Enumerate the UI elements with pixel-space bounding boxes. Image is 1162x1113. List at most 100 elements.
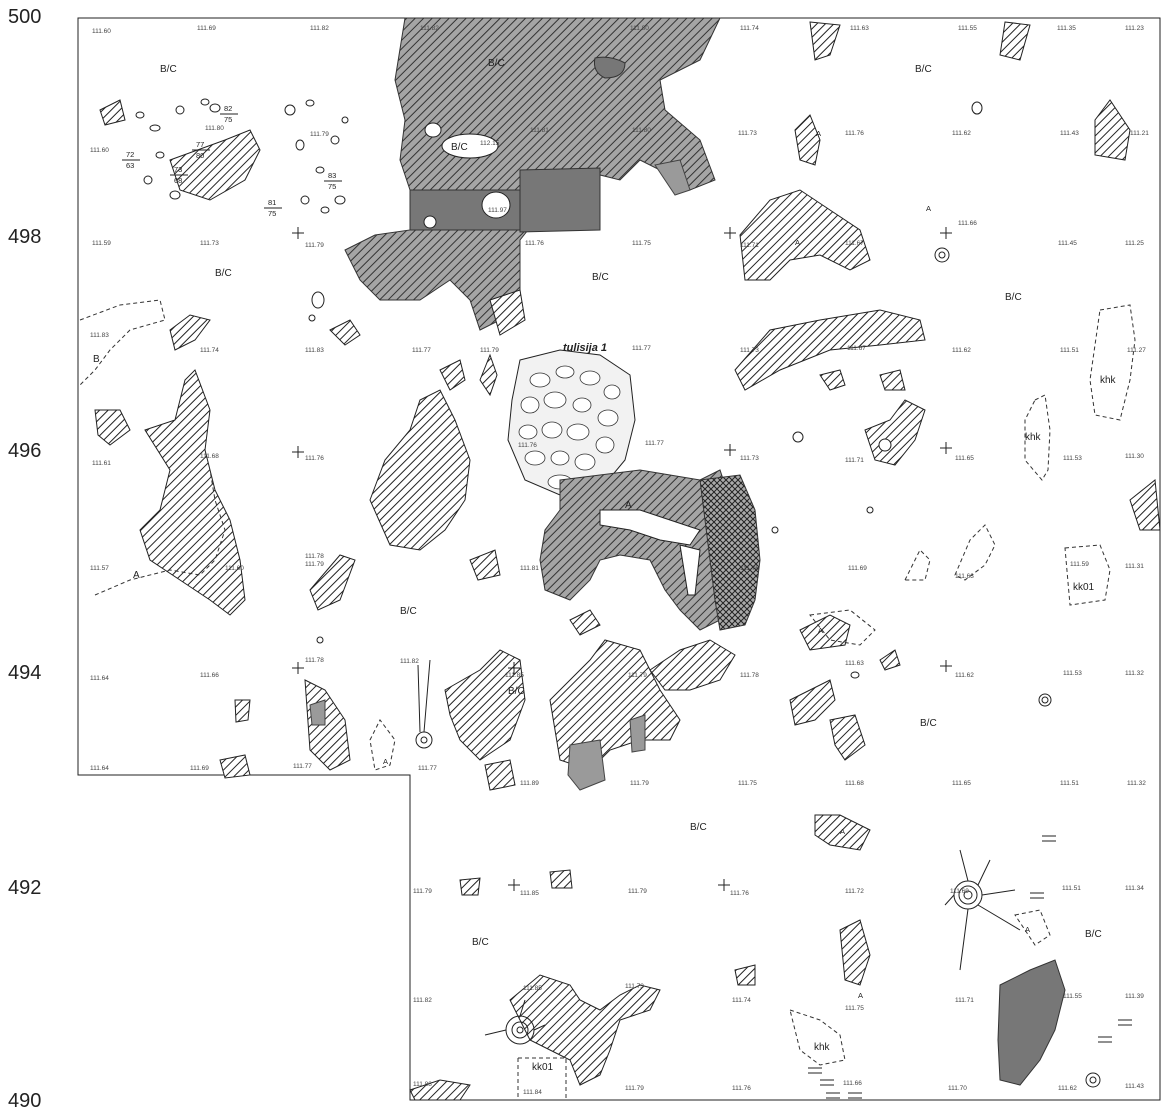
elevation-label: 111.79 — [625, 1085, 644, 1092]
elevation-label: 111.65 — [952, 780, 971, 787]
fraction-den: 75 — [328, 182, 336, 191]
small-stones — [135, 98, 983, 679]
elevation-label: 111.31 — [1125, 563, 1144, 570]
y-axis-label-500: 500 — [8, 6, 42, 28]
zone-labels: B/C B/C B/C B/C B/C B/C B/C B/C B/C B/C … — [93, 58, 1117, 1073]
zone-a-label: A — [816, 129, 821, 138]
elevation-label: 111.43 — [1060, 130, 1079, 137]
elevation-label: 111.76 — [845, 130, 864, 137]
elevation-label: 111.77 — [632, 345, 651, 352]
zone-a-label: A — [625, 500, 632, 511]
fraction-den: 75 — [268, 209, 276, 218]
fraction-den: 75 — [224, 115, 232, 124]
elevation-label: 111.67 — [845, 240, 864, 247]
elevation-label: 111.55 — [1063, 993, 1082, 1000]
fraction-num: 77 — [196, 140, 204, 149]
map-frame — [77, 17, 1161, 1101]
elevation-label: 111.63 — [850, 25, 869, 32]
elevation-label: 111.79 — [480, 347, 499, 354]
elevation-label: 111.72 — [845, 888, 864, 895]
elevation-label: 111.73 — [200, 240, 219, 247]
elevation-label: 111.74 — [200, 347, 219, 354]
fraction: 72 63 — [122, 150, 140, 170]
tulisija-hearth — [507, 349, 761, 631]
elevation-label: 111.73 — [740, 347, 759, 354]
elevation-label: 111.89 — [520, 780, 539, 787]
elevation-label: 111.65 — [955, 455, 974, 462]
elevation-label: 111.79 — [305, 242, 324, 249]
elevation-label: 111.80 — [630, 25, 649, 32]
elevation-label: 111.81 — [520, 565, 539, 572]
grey-area-top — [344, 17, 721, 331]
elevation-label: 111.64 — [90, 765, 109, 772]
elevation-label: 111.74 — [732, 997, 751, 1004]
elevation-label: 111.73 — [738, 130, 757, 137]
zone-a-label: A — [926, 204, 931, 213]
elevation-label: 111.60 — [90, 147, 109, 154]
elevation-label: 111.27 — [1127, 347, 1146, 354]
elevation-label: 111.82 — [413, 997, 432, 1004]
fraction-num: 73 — [174, 165, 182, 174]
elevation-label: 111.75 — [632, 240, 651, 247]
elevation-label: 111.79 — [628, 672, 647, 679]
zone-bc-label: B/C — [400, 606, 417, 617]
elevation-label: 111.83 — [90, 332, 109, 339]
zone-bc-label: B/C — [920, 718, 937, 729]
elevation-label: 111.71 — [845, 457, 864, 464]
elevation-label: 111.66 — [200, 672, 219, 679]
elevation-label: 111.82 — [400, 658, 419, 665]
elevation-label: 111.53 — [1063, 455, 1082, 462]
elevation-label: 112.15 — [480, 140, 500, 147]
zone-bc-label: B/C — [592, 272, 609, 283]
elevation-label: 111.79 — [305, 561, 324, 568]
zone-bc-label: B/C — [451, 142, 468, 153]
fraction-den: 80 — [196, 151, 204, 160]
fraction: 73 68 — [170, 165, 188, 185]
elevation-label: 111.59 — [92, 240, 111, 247]
elevation-label: 111.57 — [90, 565, 109, 572]
elevation-label: 111.81 — [530, 127, 549, 134]
zone-bc-label: B/C — [1085, 929, 1102, 940]
elevation-label: 111.84 — [523, 1089, 542, 1096]
fraction: 77 80 — [192, 140, 210, 160]
tulisija-label: tulisija 1 — [563, 342, 607, 354]
grid-crosses — [292, 227, 952, 891]
elevation-label: 111.51 — [1060, 780, 1079, 787]
elevation-label: 111.77 — [293, 763, 312, 770]
hatched-patches — [94, 21, 1161, 1101]
elevation-label: 111.66 — [843, 1080, 862, 1087]
elevation-label: 111.62 — [955, 672, 974, 679]
fraction: 81 75 — [264, 198, 282, 218]
elevation-label: 111.79 — [628, 888, 647, 895]
fraction-den: 63 — [126, 161, 134, 170]
y-axis-label-492: 492 — [8, 877, 42, 899]
radiating-features — [415, 247, 1101, 1088]
fraction: 83 75 — [324, 171, 342, 191]
elevation-label: 111.76 — [518, 442, 537, 449]
elevation-label: 111.62 — [952, 347, 971, 354]
zone-bc-label: B/C — [508, 686, 525, 697]
elevation-label: 111.73 — [625, 983, 644, 990]
elevation-label: 111.55 — [958, 25, 977, 32]
elevation-label: 111.66 — [958, 220, 977, 227]
elevation-label: 111.79 — [310, 131, 329, 138]
elevation-label: 111.23 — [1125, 25, 1144, 32]
y-axis-label-498: 498 — [8, 226, 42, 248]
elevation-label: 111.62 — [952, 130, 971, 137]
zone-kk01-label: kk01 — [532, 1062, 554, 1073]
elevation-label: 111.75 — [738, 780, 757, 787]
elevation-label: 111.76 — [730, 890, 749, 897]
elevation-label: 111.32 — [1127, 780, 1146, 787]
elevation-label: 111.30 — [1125, 453, 1144, 460]
elevation-label: 111.76 — [740, 565, 759, 572]
elevation-label: 111.39 — [1125, 993, 1144, 1000]
elevation-label: 111.60 — [92, 28, 111, 35]
elevation-label: 111.43 — [1125, 1083, 1144, 1090]
elevation-label: 111.69 — [950, 888, 969, 895]
elevation-label: 111.78 — [740, 672, 759, 679]
elevation-label: 111.74 — [740, 25, 759, 32]
elevation-label: 111.83 — [305, 347, 324, 354]
elevation-labels: 111.60 111.69 111.82 111.82 111.80 111.7… — [90, 25, 1149, 1096]
elevation-label: 111.80 — [205, 125, 224, 132]
